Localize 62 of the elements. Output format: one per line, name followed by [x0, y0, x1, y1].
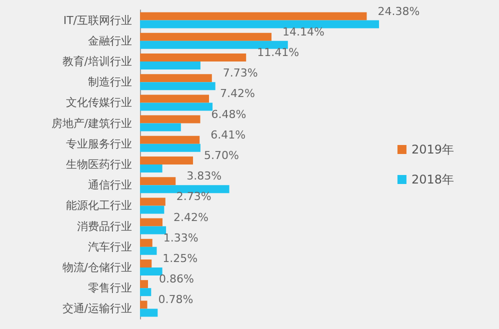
- bar: [140, 185, 230, 194]
- bar: [140, 40, 288, 49]
- y-tick-label: 交通/运输行业: [62, 302, 132, 316]
- bar: [140, 198, 166, 206]
- bar: [140, 20, 380, 28]
- bar: [140, 82, 216, 90]
- data-label: 0.78%: [158, 293, 194, 306]
- bar: [140, 288, 152, 296]
- y-tick-label: 教育/培训行业: [62, 55, 132, 68]
- bar: [140, 74, 212, 82]
- bar: [140, 32, 272, 41]
- bar: [140, 123, 181, 132]
- bar: [140, 177, 176, 186]
- bar: [140, 94, 210, 103]
- data-label: 2.42%: [174, 210, 208, 224]
- bar: [140, 226, 166, 234]
- y-tick-label: 汽车行业: [88, 240, 132, 254]
- bar: [140, 268, 162, 276]
- y-tick-label: 文化传媒行业: [66, 96, 132, 110]
- bar: [140, 260, 152, 268]
- y-tick-label: IT/互联网行业: [63, 14, 132, 27]
- bar: [140, 136, 200, 144]
- y-tick-label: 消费品行业: [77, 220, 132, 233]
- bar: [140, 156, 194, 164]
- y-tick-label: 金融行业: [88, 34, 132, 48]
- data-label: 0.86%: [159, 272, 194, 286]
- y-tick-label: 物流/仓储行业: [62, 261, 132, 274]
- y-tick-label: 能源化工行业: [66, 199, 132, 212]
- bar: [140, 12, 367, 20]
- data-label: 1.25%: [162, 252, 198, 265]
- data-label: 6.48%: [211, 108, 246, 121]
- bar: [140, 300, 148, 309]
- bar: [140, 144, 200, 152]
- y-tick-label: 通信行业: [88, 178, 132, 192]
- data-label: 2.73%: [176, 190, 212, 204]
- data-label: 14.14%: [282, 25, 324, 38]
- data-label: 5.70%: [204, 149, 239, 162]
- bar: [140, 206, 164, 214]
- y-tick-label: 零售行业: [88, 282, 132, 295]
- data-label: 3.83%: [186, 170, 222, 183]
- bar: [140, 246, 157, 255]
- y-tick-label: 制造行业: [88, 76, 132, 89]
- data-label: 7.42%: [220, 87, 255, 100]
- bar: [140, 280, 148, 288]
- data-label: 11.41%: [257, 46, 300, 59]
- bar: [140, 164, 162, 172]
- bar: [140, 62, 200, 70]
- y-tick-label: 专业服务行业: [66, 137, 132, 150]
- y-tick-label: 生物医药行业: [66, 158, 132, 171]
- bar: [140, 102, 213, 111]
- y-tick-label: 房地产/建筑行业: [51, 116, 132, 130]
- bar: [140, 115, 200, 124]
- bar: [140, 238, 152, 247]
- data-label: 7.73%: [222, 66, 258, 80]
- data-label: 24.38%: [378, 4, 420, 18]
- bar: [140, 308, 158, 317]
- legend-label: 2019年: [411, 142, 454, 156]
- data-label: 1.33%: [163, 231, 198, 244]
- data-label: 6.41%: [210, 128, 246, 142]
- bar: [140, 218, 163, 226]
- legend-label: 2018年: [411, 172, 454, 186]
- bar: [140, 54, 246, 62]
